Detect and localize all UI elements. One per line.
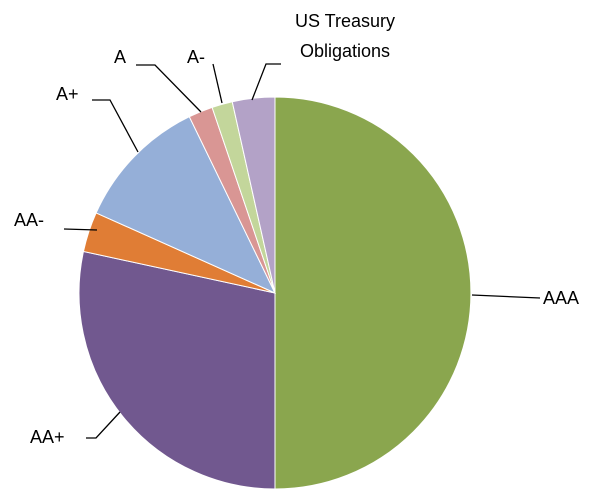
pie-slice xyxy=(231,96,276,294)
leader-line xyxy=(212,63,223,104)
slice-label: A- xyxy=(187,47,205,67)
slice-label: AAA xyxy=(543,288,580,308)
slice-label: A+ xyxy=(56,84,79,104)
leader-line xyxy=(136,64,202,113)
pie-slice xyxy=(78,250,276,490)
slice-label: US Treasury Obligations xyxy=(294,11,396,61)
slice-label: AA- xyxy=(14,210,45,230)
leader-line xyxy=(251,63,281,101)
leader-line xyxy=(63,228,98,231)
slice-label: A xyxy=(114,47,127,67)
pie-slice xyxy=(274,96,472,490)
pie-slice xyxy=(95,116,277,295)
leader-line xyxy=(471,294,541,299)
leader-line xyxy=(86,411,121,439)
slice-label: AA+ xyxy=(30,427,65,447)
leader-line xyxy=(92,99,139,153)
